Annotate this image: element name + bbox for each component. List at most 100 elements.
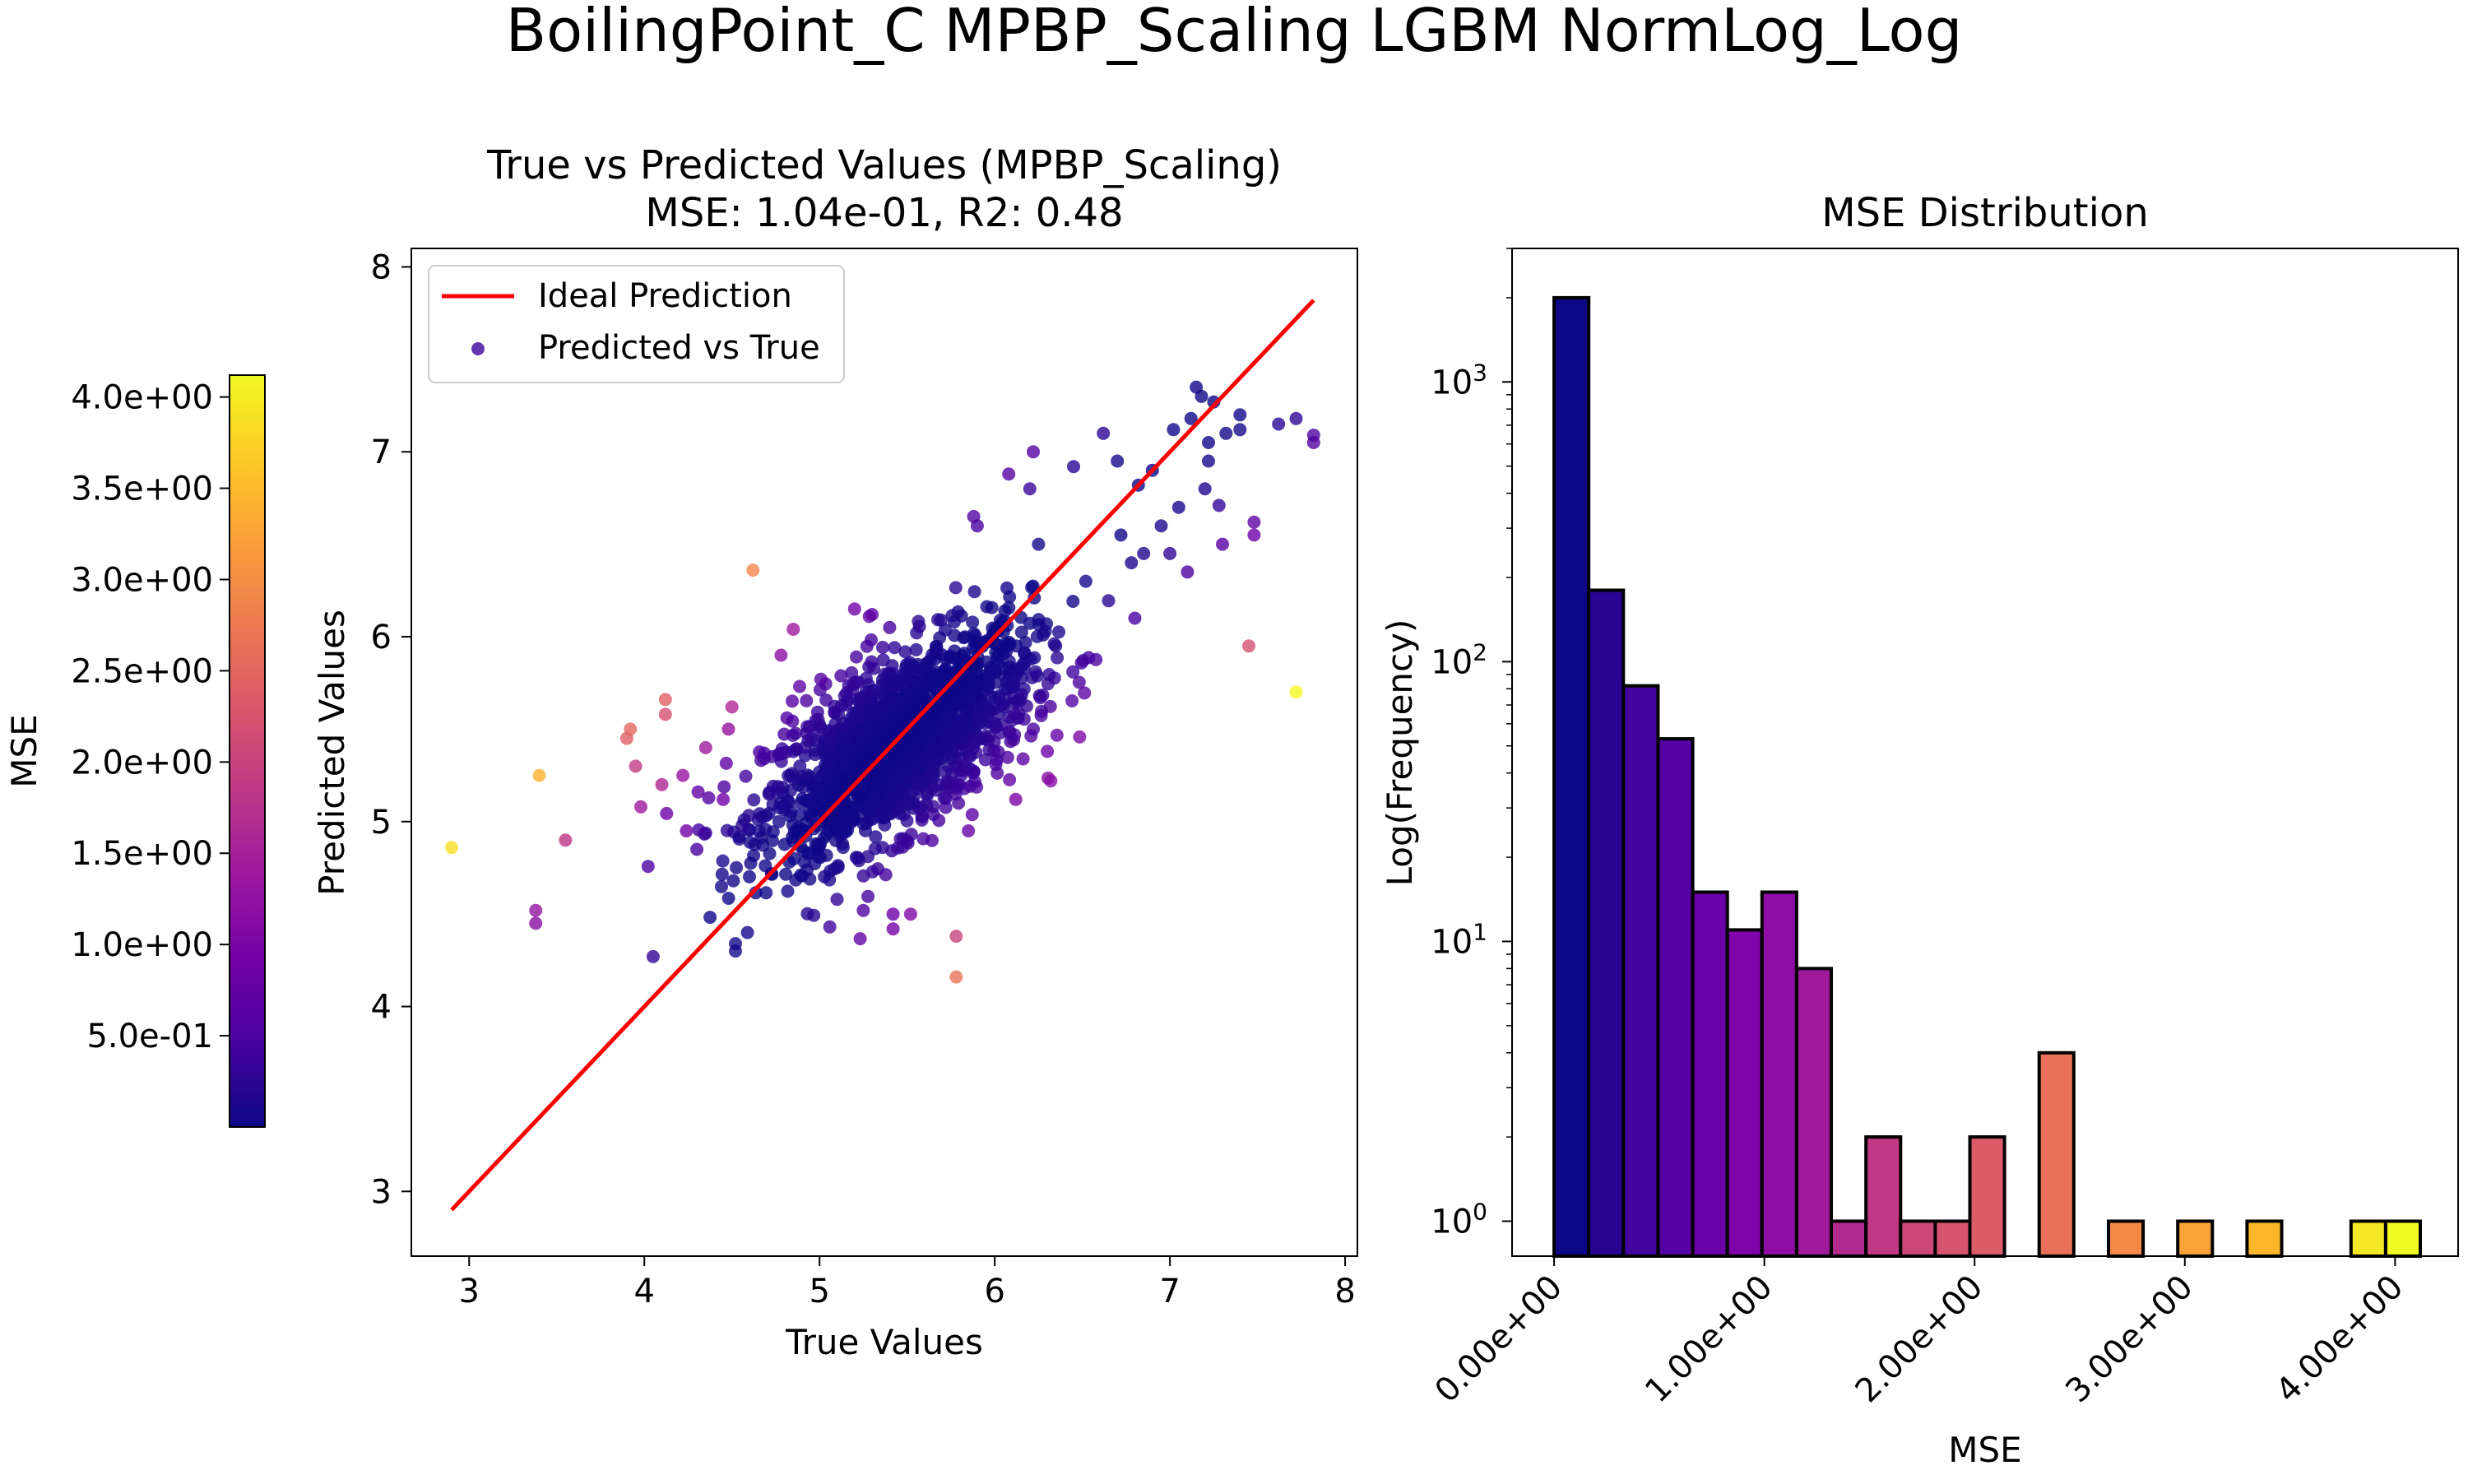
colorbar-tick-label: 2.5e+00 xyxy=(71,652,213,690)
scatter-point xyxy=(982,675,995,689)
scatter-point xyxy=(814,837,828,851)
histogram-y-tick-label: 102 xyxy=(1431,638,1487,681)
histogram-plot: MSE Distribution 0.00e+00 1.00e+00 2.00e+0… xyxy=(1380,190,2459,1470)
scatter-point xyxy=(956,758,970,772)
scatter-point xyxy=(869,830,883,844)
histogram-bar xyxy=(2245,1219,2284,1258)
scatter-point xyxy=(868,842,882,856)
scatter-point xyxy=(529,903,543,917)
scatter-plot: True vs Predicted Values (MPBP_Scaling) … xyxy=(312,142,1358,1362)
scatter-point xyxy=(793,759,807,773)
histogram-y-ticks: 100 101 102 103 xyxy=(1431,248,1512,1241)
scatter-point xyxy=(835,758,849,772)
scatter-point xyxy=(787,772,800,786)
colorbar: 5.0e-01 1.0e+00 1.5e+00 2.0e+00 2.5e+00 3.0e+… xyxy=(4,374,266,1128)
scatter-point xyxy=(819,744,832,758)
scatter-point xyxy=(658,707,672,721)
scatter-point xyxy=(916,665,930,678)
scatter-point xyxy=(944,649,957,663)
scatter-point xyxy=(1125,556,1139,570)
scatter-point xyxy=(1198,482,1212,496)
histogram-bar xyxy=(1656,737,1695,1258)
scatter-point xyxy=(874,764,887,778)
scatter-x-tick-label: 7 xyxy=(1159,1273,1180,1310)
scatter-point xyxy=(800,693,814,707)
scatter-point xyxy=(1067,460,1080,474)
scatter-point xyxy=(893,743,907,757)
scatter-point xyxy=(758,859,772,873)
scatter-point xyxy=(967,585,981,599)
scatter-point xyxy=(1023,482,1037,496)
scatter-point xyxy=(1154,519,1168,533)
histogram-bar xyxy=(1968,1135,2006,1258)
scatter-point xyxy=(1137,546,1151,560)
scatter-point xyxy=(1016,752,1030,766)
scatter-point xyxy=(758,752,772,766)
scatter-point xyxy=(961,703,975,716)
scatter-point xyxy=(717,780,731,794)
scatter-point xyxy=(744,856,758,870)
scatter-point xyxy=(1000,682,1014,696)
scatter-point xyxy=(900,833,914,847)
scatter-point xyxy=(1066,665,1080,679)
scatter-point xyxy=(721,722,735,736)
histogram-bar xyxy=(2383,1219,2422,1258)
scatter-point xyxy=(883,781,897,795)
scatter-point xyxy=(719,756,733,770)
scatter-point xyxy=(629,759,643,773)
scatter-point xyxy=(831,859,845,873)
scatter-point xyxy=(624,722,638,736)
scatter-point xyxy=(747,793,761,807)
scatter-point xyxy=(900,657,913,671)
scatter-point xyxy=(1128,611,1142,625)
scatter-point xyxy=(786,694,799,708)
scatter-point xyxy=(972,732,986,746)
scatter-point xyxy=(808,856,822,870)
scatter-point xyxy=(922,746,936,760)
scatter-point xyxy=(828,705,842,719)
scatter-point xyxy=(837,716,851,730)
scatter-point xyxy=(1002,601,1016,614)
scatter-x-tick-label: 8 xyxy=(1334,1273,1355,1310)
scatter-point xyxy=(816,795,830,809)
scatter-point xyxy=(933,744,947,757)
scatter-point xyxy=(856,869,870,883)
scatter-point xyxy=(909,642,923,656)
colorbar-label: MSE xyxy=(4,714,44,787)
scatter-point xyxy=(762,806,776,820)
scatter-point xyxy=(855,737,869,751)
scatter-point xyxy=(818,870,832,883)
scatter-point xyxy=(1052,625,1065,639)
scatter-point xyxy=(786,744,800,758)
scatter-point xyxy=(1233,408,1247,422)
scatter-point xyxy=(842,743,855,757)
scatter-point xyxy=(927,759,941,773)
scatter-point xyxy=(823,757,837,771)
scatter-point xyxy=(978,753,992,767)
scatter-point xyxy=(1041,744,1055,758)
scatter-point xyxy=(641,860,655,874)
scatter-point xyxy=(1066,595,1080,608)
scatter-point xyxy=(783,784,797,798)
scatter-point xyxy=(1015,659,1029,672)
scatter-point xyxy=(818,733,832,747)
scatter-point xyxy=(774,648,788,662)
scatter-point xyxy=(1082,651,1096,665)
scatter-point xyxy=(680,824,694,837)
scatter-point xyxy=(794,868,808,882)
scatter-point xyxy=(717,792,731,806)
scatter-point xyxy=(759,886,773,900)
histogram-axes-frame xyxy=(1511,248,2459,1257)
scatter-point xyxy=(940,777,954,791)
scatter-point xyxy=(965,808,979,822)
scatter-point xyxy=(865,655,879,669)
scatter-point xyxy=(807,908,821,922)
scatter-point xyxy=(991,745,1005,759)
scatter-point xyxy=(715,879,728,893)
scatter-point xyxy=(740,925,754,939)
scatter-point xyxy=(1114,528,1128,542)
scatter-point xyxy=(1289,685,1303,699)
scatter-point xyxy=(732,832,746,846)
scatter-point xyxy=(987,665,1001,679)
scatter-point xyxy=(904,786,918,800)
